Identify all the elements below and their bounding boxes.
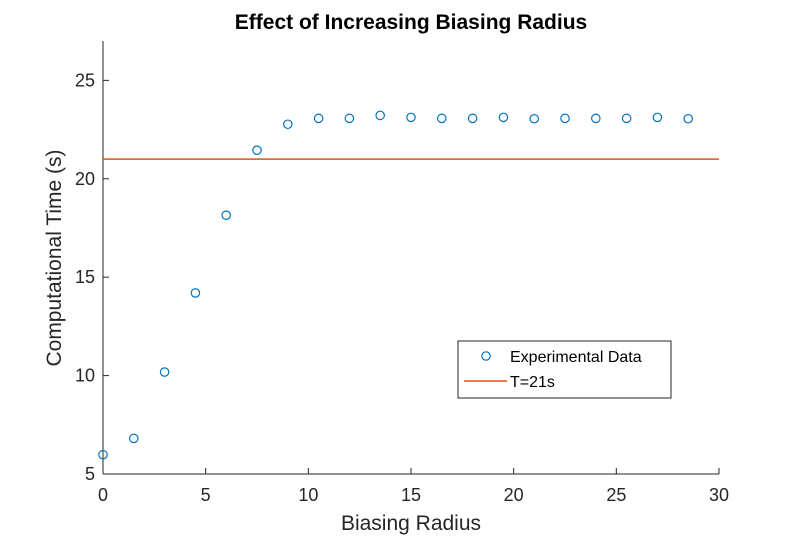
data-point (313, 113, 324, 124)
x-tick-label: 10 (298, 485, 318, 505)
y-tick-label: 20 (75, 169, 95, 189)
x-tick-label: 15 (401, 485, 421, 505)
data-point (683, 113, 693, 124)
data-point (621, 113, 632, 124)
data-point (529, 113, 539, 124)
data-point (221, 210, 231, 220)
x-tick-label: 5 (201, 485, 211, 505)
data-point (190, 288, 201, 298)
data-point (590, 113, 601, 124)
data-point (498, 112, 509, 123)
legend-box (457, 340, 672, 399)
x-tick-label: 20 (504, 485, 524, 505)
y-tick-label: 10 (75, 366, 95, 386)
y-axis-title: Computational Time (s) (43, 149, 66, 366)
legend: Experimental Data T=21s (457, 340, 672, 399)
data-point (252, 145, 262, 156)
data-point (344, 113, 355, 124)
y-tick-label: 5 (85, 464, 95, 484)
data-point (282, 119, 293, 130)
data-point (98, 449, 108, 460)
data-point (467, 113, 478, 124)
x-tick-label: 30 (709, 485, 729, 505)
data-point (375, 110, 385, 121)
y-tick-label: 15 (75, 267, 95, 287)
data-point (560, 113, 570, 124)
data-point (652, 112, 663, 123)
legend-label-experimental-data: Experimental Data (510, 349, 642, 366)
x-axis-title: Biasing Radius (341, 512, 481, 535)
plot-area (98, 110, 719, 460)
x-tick-label: 25 (606, 485, 626, 505)
data-point (159, 367, 170, 377)
x-tick-label: 0 (98, 485, 108, 505)
chart-title: Effect of Increasing Biasing Radius (235, 11, 587, 34)
data-point (436, 113, 447, 124)
data-point (129, 433, 139, 444)
legend-label-threshold: T=21s (510, 374, 555, 391)
legend-marker-experimental-data (481, 351, 491, 361)
y-tick-label: 25 (75, 70, 95, 90)
data-point (406, 112, 416, 123)
